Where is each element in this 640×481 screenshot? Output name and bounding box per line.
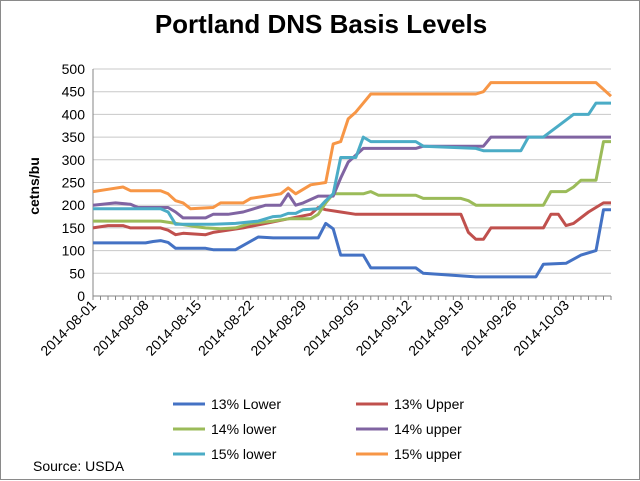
legend-label: 13% Lower — [211, 396, 281, 412]
axes — [92, 69, 612, 300]
legend: 13% Lower 13% Upper 14% lower 14% upper 15% … — [173, 396, 464, 462]
y-tick-label: 250 — [62, 175, 86, 191]
legend-label: 15% upper — [394, 446, 462, 462]
x-tick-label: 2014-09-19 — [405, 297, 467, 359]
x-tick-label: 2014-09-26 — [458, 297, 520, 359]
series-lines — [92, 81, 613, 279]
x-tick-label: 2014-09-05 — [300, 297, 362, 359]
x-tick-label: 2014-08-01 — [37, 297, 99, 359]
legend-label: 13% Upper — [394, 396, 464, 412]
gridlines — [93, 68, 611, 297]
series-line-2 — [92, 201, 611, 241]
chart-title: Portland DNS Basis Levels — [155, 9, 487, 39]
x-tick-labels: 2014-08-012014-08-082014-08-152014-08-22… — [37, 297, 572, 359]
legend-label: 14% upper — [394, 421, 462, 437]
y-tick-label: 300 — [62, 152, 86, 168]
y-tick-label: 350 — [62, 129, 86, 145]
series-line-1 — [93, 208, 611, 279]
y-axis-label: cetns/bu — [26, 157, 42, 215]
legend-label: 14% lower — [211, 421, 277, 437]
y-tick-label: 0 — [77, 288, 85, 304]
x-tick-label: 2014-08-29 — [247, 297, 309, 359]
x-tick-label: 2014-08-22 — [195, 297, 257, 359]
y-tick-label: 200 — [62, 197, 86, 213]
y-tick-label: 500 — [62, 61, 86, 77]
y-tick-label: 150 — [62, 220, 86, 236]
series-line-5 — [93, 101, 611, 226]
series-line-4 — [92, 135, 611, 220]
x-tick-label: 2014-09-12 — [352, 297, 414, 359]
y-tick-label: 450 — [62, 84, 86, 100]
source-note: Source: USDA — [33, 458, 125, 474]
legend-label: 15% lower — [211, 446, 277, 462]
y-tick-label: 400 — [62, 106, 86, 122]
x-tick-label: 2014-10-03 — [510, 297, 572, 359]
y-tick-labels: 0 50 100 150 200 250 300 350 400 450 500 — [62, 61, 86, 304]
series-line-3 — [93, 140, 611, 231]
y-tick-label: 50 — [69, 265, 85, 281]
x-tick-label: 2014-08-15 — [142, 297, 204, 359]
y-tick-label: 100 — [62, 243, 86, 259]
x-tick-label: 2014-08-08 — [90, 297, 152, 359]
series-line-6 — [92, 81, 613, 211]
